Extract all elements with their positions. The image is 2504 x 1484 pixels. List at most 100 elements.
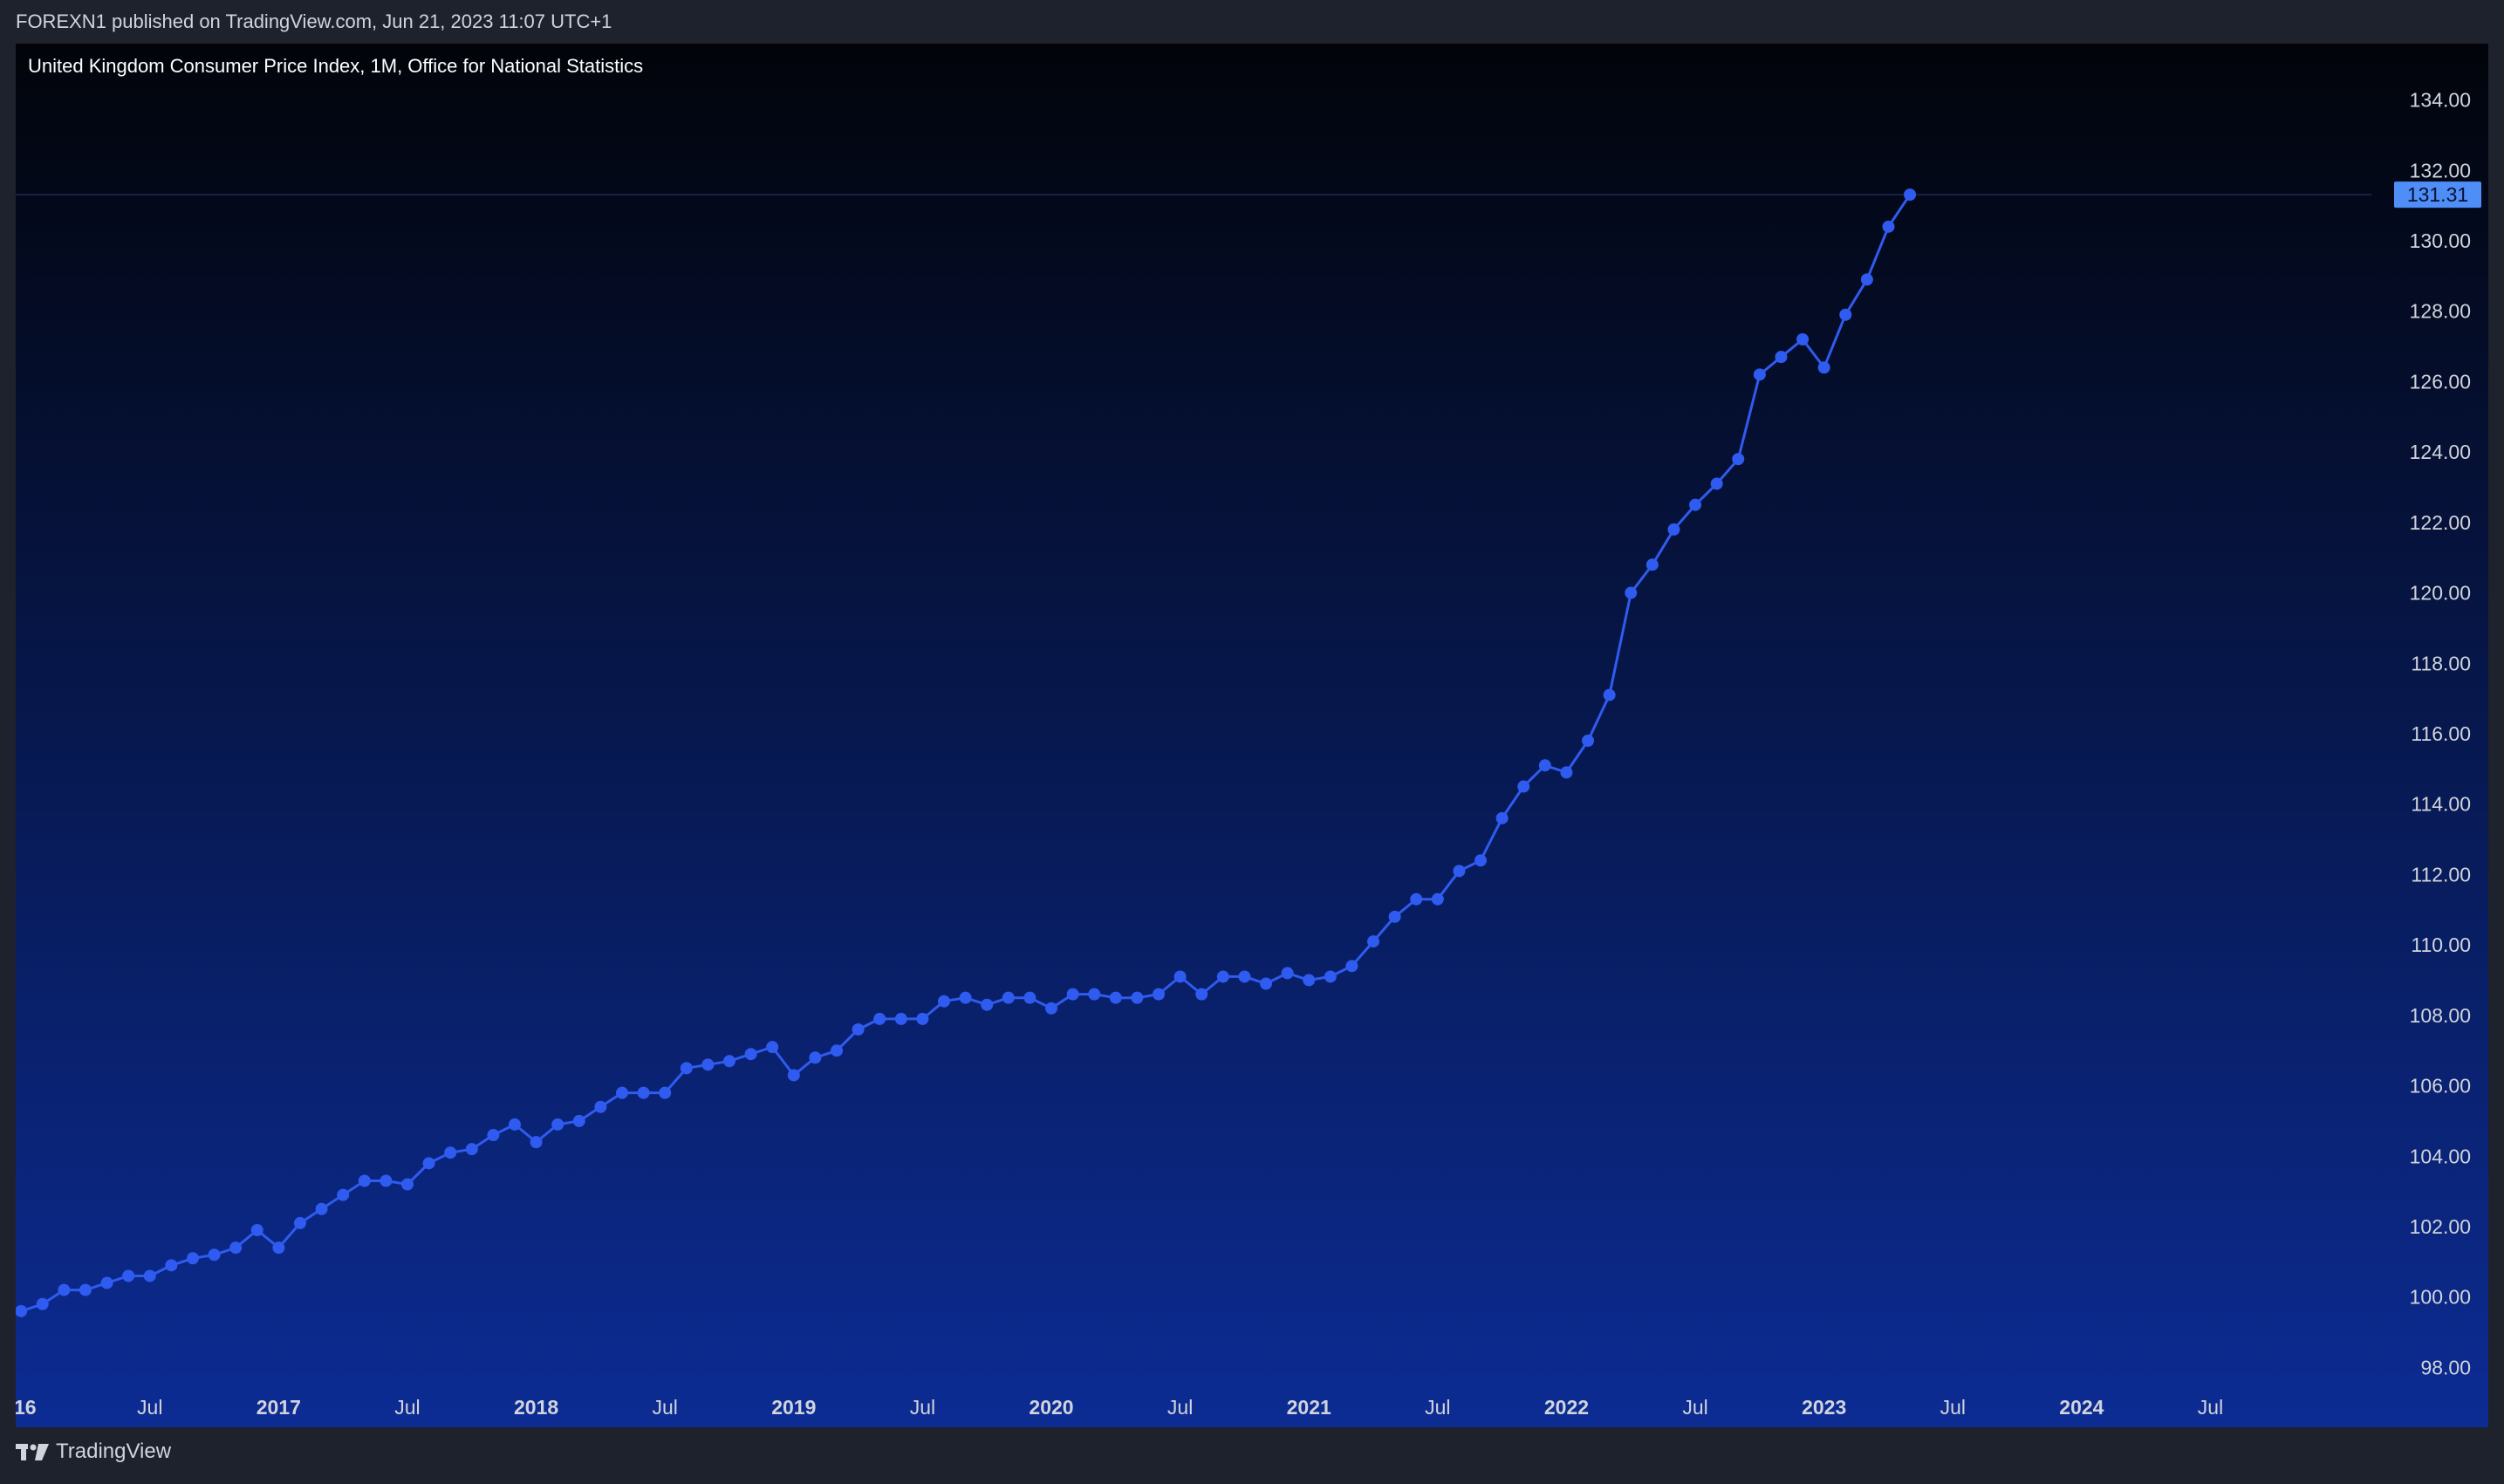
data-point[interactable] [1216, 970, 1229, 983]
data-point[interactable] [1625, 586, 1638, 599]
data-point[interactable] [36, 1297, 49, 1310]
data-point[interactable] [1066, 988, 1079, 1001]
data-point[interactable] [250, 1224, 263, 1237]
data-point[interactable] [1689, 498, 1702, 511]
data-point[interactable] [809, 1051, 822, 1064]
data-point[interactable] [572, 1114, 585, 1127]
data-point[interactable] [58, 1283, 71, 1296]
data-point[interactable] [722, 1055, 735, 1068]
data-point[interactable] [122, 1269, 135, 1282]
data-point[interactable] [831, 1044, 844, 1057]
data-point[interactable] [744, 1048, 757, 1061]
data-point[interactable] [873, 1012, 886, 1025]
data-point[interactable] [1023, 991, 1036, 1004]
data-point[interactable] [1324, 970, 1337, 983]
data-point[interactable] [16, 1304, 28, 1317]
data-point[interactable] [508, 1118, 521, 1131]
data-point[interactable] [1281, 967, 1294, 980]
data-point[interactable] [337, 1188, 350, 1201]
data-point[interactable] [229, 1241, 243, 1255]
data-point[interactable] [1260, 977, 1273, 990]
data-point[interactable] [1345, 960, 1358, 973]
data-point[interactable] [1195, 988, 1208, 1001]
data-point[interactable] [1839, 308, 1852, 321]
data-point[interactable] [208, 1248, 221, 1262]
data-point[interactable] [293, 1216, 306, 1229]
data-point[interactable] [79, 1283, 92, 1296]
data-point[interactable] [530, 1136, 543, 1149]
data-point[interactable] [551, 1118, 564, 1131]
data-point[interactable] [1860, 273, 1873, 286]
data-point[interactable] [444, 1146, 457, 1159]
data-point[interactable] [1495, 811, 1509, 824]
data-point[interactable] [1410, 892, 1423, 906]
x-tick-label: 2021 [1287, 1396, 1331, 1419]
data-point[interactable] [1560, 766, 1573, 779]
data-point[interactable] [594, 1100, 607, 1113]
data-point[interactable] [787, 1069, 800, 1082]
data-point[interactable] [422, 1157, 435, 1170]
data-point[interactable] [1796, 332, 1810, 345]
data-point[interactable] [1538, 759, 1551, 772]
data-point[interactable] [1238, 970, 1251, 983]
data-point[interactable] [680, 1062, 693, 1075]
data-point[interactable] [1732, 453, 1745, 466]
footer: TradingView [16, 1440, 171, 1464]
data-point[interactable] [981, 998, 994, 1011]
data-point[interactable] [143, 1269, 156, 1282]
x-tick-label: Jul [1425, 1396, 1450, 1419]
data-point[interactable] [186, 1252, 199, 1265]
data-point[interactable] [894, 1012, 907, 1025]
data-point[interactable] [1109, 991, 1122, 1004]
x-tick-label: Jul [2198, 1396, 2223, 1419]
data-point[interactable] [1153, 988, 1166, 1001]
data-point[interactable] [465, 1143, 478, 1156]
data-point[interactable] [272, 1241, 285, 1255]
data-point[interactable] [358, 1174, 371, 1187]
data-point[interactable] [1088, 988, 1101, 1001]
data-point[interactable] [959, 991, 972, 1004]
x-tick-label: 2018 [514, 1396, 558, 1419]
data-point[interactable] [1453, 865, 1466, 878]
data-point[interactable] [315, 1202, 328, 1215]
data-point[interactable] [400, 1178, 414, 1191]
data-point[interactable] [1045, 1002, 1058, 1015]
data-point[interactable] [916, 1012, 929, 1025]
data-point[interactable] [1303, 974, 1316, 987]
data-point[interactable] [1367, 935, 1380, 948]
y-tick-label: 118.00 [2411, 652, 2471, 674]
data-point[interactable] [1002, 991, 1015, 1004]
data-point[interactable] [380, 1174, 393, 1187]
data-point[interactable] [938, 995, 951, 1008]
data-point[interactable] [1904, 188, 1917, 202]
chart-background [16, 44, 2488, 1427]
data-point[interactable] [1817, 361, 1830, 374]
price-chart[interactable]: 134.00 132.00 130.00 128.00 126.00 124.00 122.… [16, 44, 2488, 1427]
data-point[interactable] [1753, 368, 1766, 381]
data-point[interactable] [1131, 991, 1144, 1004]
data-point[interactable] [1474, 854, 1488, 867]
data-point[interactable] [1882, 220, 1895, 233]
data-point[interactable] [1388, 910, 1401, 923]
data-point[interactable] [1710, 477, 1723, 490]
data-point[interactable] [1645, 558, 1659, 571]
data-point[interactable] [1775, 351, 1788, 364]
current-price-label: 131.31 [2394, 181, 2481, 209]
data-point[interactable] [637, 1086, 650, 1099]
data-point[interactable] [1582, 735, 1595, 748]
data-point[interactable] [1173, 970, 1187, 983]
data-point[interactable] [659, 1086, 672, 1099]
data-point[interactable] [1431, 892, 1444, 906]
data-point[interactable] [1603, 688, 1616, 701]
data-point[interactable] [852, 1022, 865, 1036]
data-point[interactable] [487, 1129, 500, 1142]
chart-area[interactable]: 134.00 132.00 130.00 128.00 126.00 124.00 122.… [16, 44, 2488, 1427]
data-point[interactable] [1517, 780, 1530, 793]
data-point[interactable] [615, 1086, 628, 1099]
data-point[interactable] [766, 1041, 779, 1054]
data-point[interactable] [1667, 523, 1680, 536]
data-point[interactable] [701, 1058, 715, 1071]
data-point[interactable] [100, 1276, 113, 1289]
data-point[interactable] [165, 1259, 178, 1272]
publisher-header: FOREXN1 published on TradingView.com, Ju… [16, 10, 612, 32]
